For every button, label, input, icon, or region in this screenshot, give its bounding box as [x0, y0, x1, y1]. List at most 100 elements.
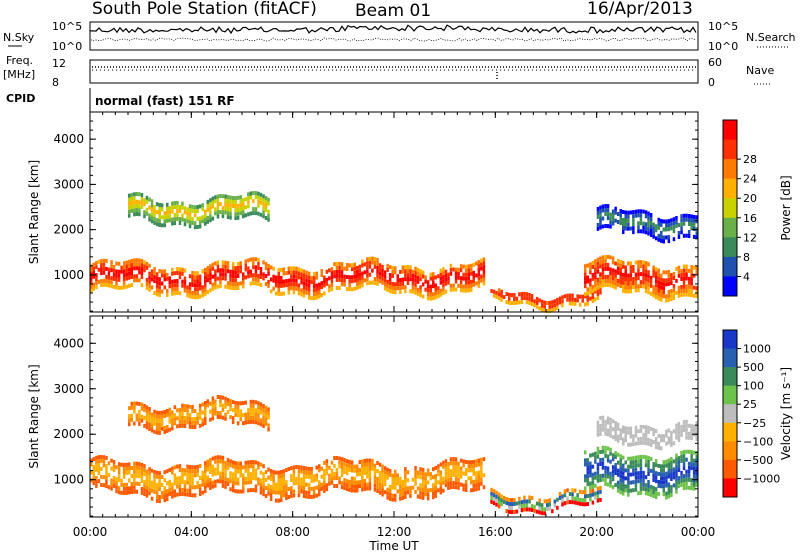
- data-cell: [411, 289, 415, 294]
- data-cell: [414, 466, 417, 470]
- data-cell: [508, 509, 511, 514]
- data-cell: [302, 277, 306, 282]
- data-cell: [591, 488, 595, 493]
- data-cell: [267, 213, 270, 218]
- data-cell: [383, 490, 387, 495]
- data-cell: [551, 509, 554, 514]
- data-cell: [216, 459, 220, 464]
- data-cell: [644, 429, 648, 434]
- data-cell: [229, 203, 232, 208]
- data-cell: [290, 474, 293, 479]
- data-cell: [685, 264, 688, 269]
- data-cell: [695, 425, 698, 429]
- data-cell: [315, 485, 318, 490]
- data-cell: [97, 471, 101, 476]
- data-cell: [252, 265, 255, 270]
- data-cell: [619, 466, 622, 471]
- data-cell: [654, 287, 658, 292]
- data-cell: [619, 474, 622, 479]
- data-cell: [406, 281, 410, 285]
- data-cell: [176, 212, 179, 217]
- data-cell: [513, 510, 516, 514]
- data-cell: [100, 259, 103, 264]
- data-cell: [171, 217, 174, 222]
- data-cell: [277, 291, 280, 296]
- data-cell: [652, 226, 655, 231]
- data-cell: [614, 455, 617, 459]
- data-cell: [642, 440, 645, 445]
- data-cell: [287, 467, 291, 471]
- data-cell: [211, 412, 215, 417]
- data-cell: [363, 482, 367, 487]
- data-cell: [596, 478, 600, 483]
- data-cell: [596, 265, 600, 270]
- data-cell: [178, 423, 182, 428]
- data-cell: [424, 488, 427, 493]
- data-cell: [558, 496, 562, 500]
- data-cell: [95, 483, 98, 488]
- data-cell: [138, 262, 141, 267]
- data-cell: [280, 279, 283, 284]
- data-cell: [619, 462, 622, 467]
- data-cell: [259, 482, 263, 487]
- data-cell: [234, 404, 237, 409]
- data-cell: [378, 486, 382, 491]
- data-cell: [201, 474, 204, 479]
- data-cell: [632, 434, 635, 439]
- data-cell: [315, 283, 318, 288]
- data-cell: [667, 482, 671, 487]
- data-cell: [614, 285, 617, 290]
- freq-unit-label: [MHz]: [3, 68, 35, 81]
- data-cell: [581, 502, 584, 507]
- data-cell: [252, 468, 255, 473]
- data-cell: [178, 464, 182, 469]
- data-cell: [642, 486, 645, 491]
- data-cell: [409, 277, 412, 282]
- data-cell: [173, 283, 177, 288]
- data-cell: [672, 221, 676, 226]
- data-cell: [211, 408, 215, 413]
- data-cell: [629, 434, 633, 439]
- data-cell: [219, 403, 222, 408]
- data-cell: [345, 463, 349, 468]
- data-cell: [201, 490, 204, 495]
- data-cell: [196, 472, 199, 477]
- data-cell: [297, 275, 301, 280]
- data-cell: [259, 212, 263, 217]
- data-cell: [193, 225, 197, 230]
- data-cell: [599, 424, 602, 428]
- data-cell: [158, 430, 161, 435]
- data-cell: [644, 433, 648, 438]
- data-cell: [419, 293, 422, 298]
- data-cell: [482, 457, 486, 462]
- data-cell: [654, 271, 658, 276]
- data-cell: [166, 424, 169, 429]
- data-cell: [670, 469, 673, 473]
- data-cell: [150, 285, 154, 290]
- x-tick-label: 04:00: [174, 525, 209, 539]
- data-cell: [226, 265, 230, 270]
- data-cell: [409, 485, 412, 490]
- data-cell: [611, 268, 615, 273]
- data-cell: [472, 471, 475, 476]
- data-cell: [171, 490, 174, 495]
- data-cell: [128, 462, 131, 467]
- data-cell: [634, 213, 638, 218]
- data-cell: [145, 477, 149, 482]
- data-cell: [426, 280, 430, 285]
- data-cell: [163, 486, 166, 491]
- data-cell: [520, 500, 524, 505]
- data-cell: [614, 218, 617, 223]
- data-cell: [594, 279, 597, 284]
- data-cell: [345, 483, 349, 488]
- data-cell: [181, 492, 184, 496]
- data-cell: [188, 294, 192, 299]
- data-cell: [244, 275, 247, 280]
- data-cell: [224, 194, 227, 199]
- data-cell: [188, 224, 192, 229]
- data-cell: [589, 278, 592, 283]
- data-cell: [252, 411, 255, 416]
- data-cell: [90, 284, 93, 289]
- data-cell: [226, 207, 230, 212]
- data-cell: [414, 274, 417, 279]
